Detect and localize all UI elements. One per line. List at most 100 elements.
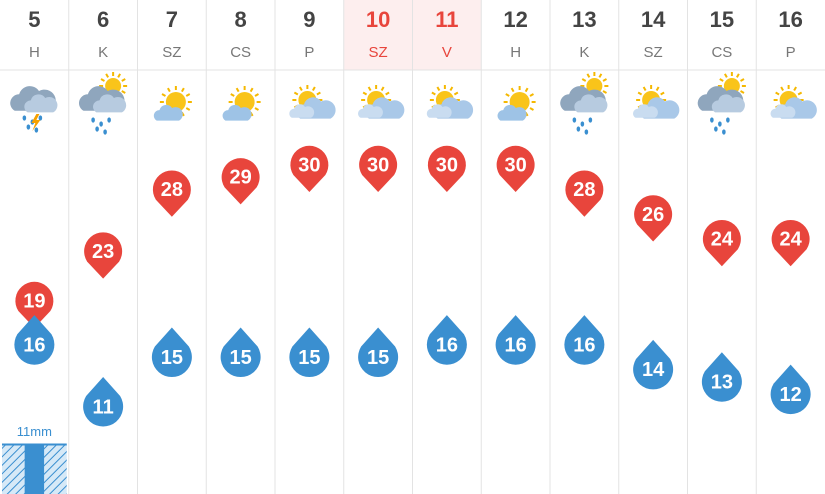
sun-ray xyxy=(121,90,126,94)
weekday: V xyxy=(442,44,452,61)
max-temp-pin xyxy=(152,170,191,217)
min-temp-label: 12 xyxy=(780,384,802,406)
rain-drop xyxy=(26,124,31,130)
day-number: 12 xyxy=(503,7,527,32)
day-number: 8 xyxy=(235,7,247,32)
rain-drop xyxy=(99,121,103,127)
weather-icon xyxy=(153,86,192,121)
day-number: 7 xyxy=(166,7,178,32)
sun-ray xyxy=(736,73,740,78)
sun-ray xyxy=(254,93,259,97)
min-temp-label: 14 xyxy=(642,359,665,381)
rain-drop xyxy=(91,117,95,123)
rain-drop xyxy=(580,121,585,127)
day-number: 14 xyxy=(641,7,666,32)
sun xyxy=(723,78,740,94)
sun-ray xyxy=(117,73,121,78)
day-number: 5 xyxy=(28,7,40,32)
min-temp-drop xyxy=(358,327,399,378)
weekday: CS xyxy=(711,44,732,61)
sun-ray xyxy=(797,91,803,96)
sun xyxy=(105,78,122,94)
sun-ray xyxy=(505,93,510,97)
cloud xyxy=(426,104,452,118)
sun-ray xyxy=(161,93,166,97)
max-temp-pin xyxy=(359,145,398,192)
rain-drop xyxy=(710,117,714,123)
sun-ray xyxy=(385,91,390,96)
rain-drop xyxy=(576,126,581,132)
min-temp-drop xyxy=(151,327,192,378)
cloud xyxy=(711,94,745,113)
sun-ray xyxy=(529,93,534,97)
max-temp-pin xyxy=(84,232,123,279)
sun-ray xyxy=(642,86,647,91)
weekday: K xyxy=(579,44,589,61)
day-number: 15 xyxy=(710,7,734,32)
sun-ray xyxy=(780,86,784,91)
sun-ray xyxy=(449,86,454,91)
min-temp-drop xyxy=(770,364,811,415)
rain-drop xyxy=(103,129,107,135)
sun-ray xyxy=(529,107,534,111)
sun-ray xyxy=(380,86,385,91)
rain-drop xyxy=(95,126,99,132)
rain-drop xyxy=(588,117,593,123)
max-temp-pin xyxy=(771,219,810,267)
max-temp-pin xyxy=(427,145,466,192)
sun-ray xyxy=(436,86,441,91)
weather-icon xyxy=(770,85,817,119)
max-temp-label: 24 xyxy=(780,228,803,250)
max-temp-label: 28 xyxy=(573,179,595,201)
min-temp-label: 16 xyxy=(23,334,45,356)
min-temp-label: 16 xyxy=(436,334,458,356)
sun-ray xyxy=(181,87,185,93)
sun-ray xyxy=(793,86,797,91)
max-temp-pin xyxy=(634,195,673,242)
weather-icon xyxy=(426,85,474,119)
max-temp-pin xyxy=(565,170,604,217)
sun-ray xyxy=(362,91,368,96)
min-temp-label: 15 xyxy=(298,347,320,369)
sun-ray xyxy=(637,91,643,96)
rain-drop xyxy=(38,115,43,121)
weather-icon xyxy=(78,72,128,135)
min-temp-drop xyxy=(289,327,330,378)
rain-drop xyxy=(107,117,111,123)
max-temp-label: 24 xyxy=(711,228,734,250)
sun-ray xyxy=(185,93,191,97)
day-number: 11 xyxy=(435,7,458,32)
weekday: H xyxy=(510,44,521,61)
sun-ray xyxy=(167,87,171,93)
cloud xyxy=(153,104,183,121)
sun-ray xyxy=(105,73,109,78)
weather-icon xyxy=(289,85,336,119)
sun-ray xyxy=(299,86,303,91)
max-temp-label: 28 xyxy=(161,179,183,201)
max-temp-label: 30 xyxy=(436,154,458,176)
sun-ray xyxy=(293,91,299,96)
rain-drop xyxy=(722,129,726,135)
max-temp-label: 30 xyxy=(298,154,320,176)
weekend-header xyxy=(343,0,413,70)
sun-ray xyxy=(100,78,105,82)
sun-ray xyxy=(510,87,515,93)
cloud xyxy=(497,104,527,121)
sun-ray xyxy=(775,91,780,96)
min-temp-label: 11 xyxy=(93,396,114,418)
max-temp-pin xyxy=(290,145,329,192)
sun-ray xyxy=(740,78,745,82)
rain-drop xyxy=(584,129,589,135)
weekend-header xyxy=(412,0,482,70)
max-temp-label: 29 xyxy=(230,167,252,189)
max-temp-label: 26 xyxy=(642,204,664,226)
min-temp-drop xyxy=(495,315,536,365)
cloud xyxy=(770,104,796,118)
rain-drop xyxy=(718,121,722,127)
sun-ray xyxy=(121,78,126,82)
sun-ray xyxy=(453,91,459,96)
sun-ray xyxy=(724,73,728,78)
weekday: SZ xyxy=(644,44,663,61)
cloud xyxy=(633,104,658,118)
rain-drop xyxy=(714,126,718,132)
